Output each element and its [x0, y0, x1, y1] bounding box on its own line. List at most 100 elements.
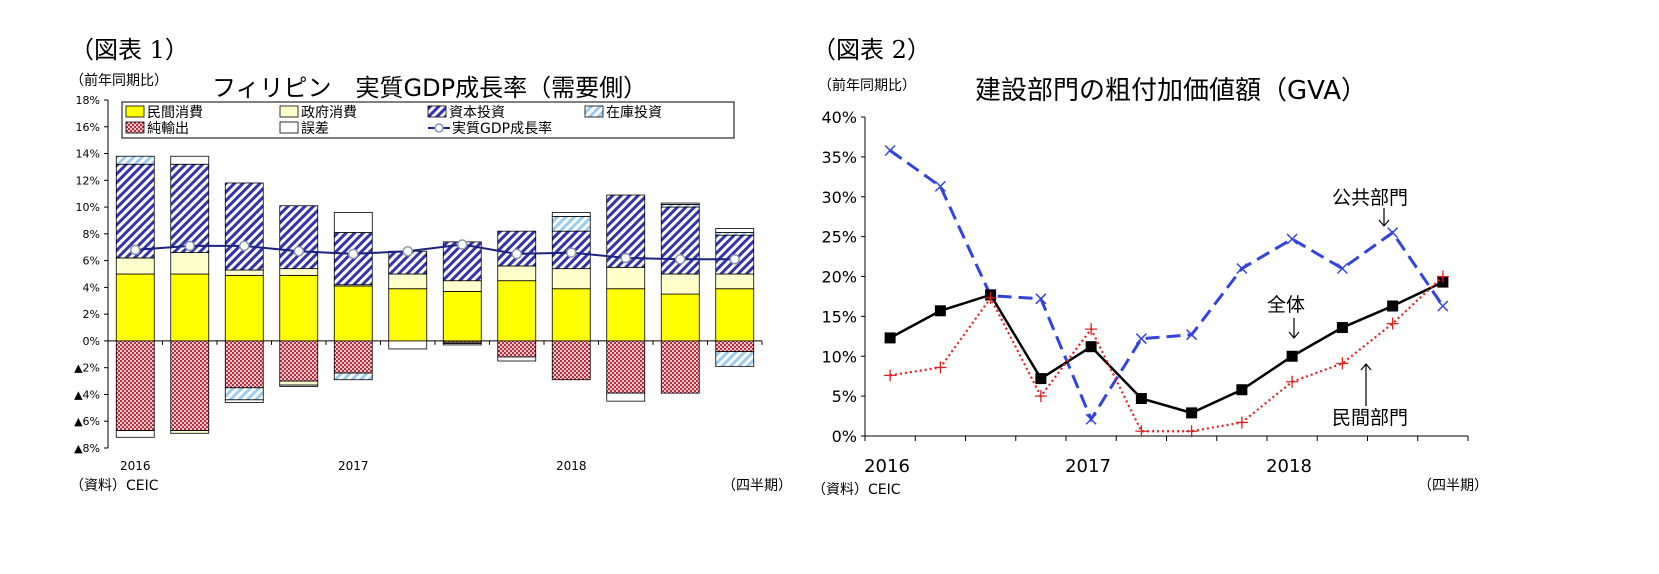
chart2-point-民間部門	[1034, 390, 1047, 403]
chart2-annotation-arrow	[1378, 208, 1390, 227]
chart2-point-全体	[1186, 407, 1198, 419]
chart1-bar-政府消費	[497, 265, 537, 282]
chart1-gdp-point	[184, 240, 195, 252]
chart1-gdp-point	[457, 239, 468, 250]
chart1-title: フィリピン 実質GDP成長率（需要側）	[212, 74, 648, 102]
chart1-bar-純輸出	[551, 340, 591, 381]
chart1-bar-誤差	[715, 228, 755, 233]
chart1-unit-label: （前年同期比）	[70, 73, 168, 89]
chart2-point-公共部門	[884, 144, 896, 157]
chart1-y-tick-label: ▲6%	[74, 415, 100, 428]
chart1-x-tick-label: 2018	[556, 459, 587, 473]
chart2-point-民間部門	[934, 361, 947, 374]
chart1-bar-誤差	[224, 399, 264, 403]
chart2-point-全体	[1286, 350, 1298, 362]
chart2-point-全体	[884, 332, 896, 344]
chart1-legend-swatch	[125, 105, 145, 118]
chart2-point-公共部門	[1186, 329, 1198, 341]
chart1-bar-民間消費	[333, 285, 373, 342]
chart2-point-民間部門	[1185, 425, 1198, 438]
chart1-bar-政府消費	[279, 380, 319, 386]
chart1-bar-誤差	[170, 155, 210, 165]
chart1-gdp-point	[402, 245, 413, 257]
chart1-gdp-point	[566, 247, 577, 258]
chart2-y-tick-label: 5%	[832, 387, 857, 406]
chart1-gdp-point	[348, 248, 359, 260]
chart1-bar-民間消費	[442, 290, 482, 342]
chart2-x-tick-label: 2018	[1266, 456, 1312, 477]
chart1-source: （資料）CEIC	[70, 478, 159, 494]
chart1-period-label: （四半期）	[722, 478, 792, 494]
chart2-point-公共部門	[1085, 413, 1097, 425]
chart2-annotation-arrow	[1288, 318, 1300, 339]
chart1-x-tick-label: 2017	[338, 459, 369, 473]
chart1-legend-line-marker	[434, 123, 444, 133]
chart1-gdp-point	[239, 240, 250, 252]
chart1-y-tick-label: ▲8%	[74, 442, 100, 455]
chart2-line-全体	[889, 280, 1444, 415]
chart1-y-tick-label: ▲4%	[74, 388, 100, 401]
chart2-point-民間部門	[1386, 317, 1399, 330]
chart2-point-公共部門	[1035, 293, 1047, 305]
chart1-bar-資本投資	[170, 163, 210, 253]
chart2-point-全体	[1236, 384, 1248, 396]
chart1-bar-誤差	[497, 356, 537, 362]
chart2-point-民間部門	[1135, 425, 1148, 438]
chart1-bar-民間消費	[660, 293, 700, 342]
chart2-period-label: （四半期）	[1418, 478, 1488, 494]
chart1-bar-民間消費	[224, 274, 264, 342]
chart1-bar-政府消費	[388, 273, 428, 290]
chart1-y-tick-label: 12%	[76, 174, 100, 187]
chart2-x-tick-label: 2016	[864, 456, 910, 477]
chart2-point-公共部門	[1135, 333, 1147, 345]
chart2-x-tick-label: 2017	[1065, 456, 1111, 477]
chart1-bar-純輸出	[279, 340, 319, 382]
chart1-bar-政府消費	[279, 268, 319, 276]
panel-label-1: （図表 1）	[70, 36, 189, 64]
chart1-bar-純輸出	[660, 340, 700, 394]
chart2-annotation-arrow	[1360, 363, 1372, 406]
chart1-bar-政府消費	[442, 280, 482, 292]
chart2-y-tick-label: 20%	[821, 268, 857, 287]
chart1-gdp-point	[130, 244, 141, 256]
chart2-point-全体	[934, 305, 946, 317]
chart1-gdp-point	[675, 254, 686, 265]
chart1-y-tick-label: 4%	[83, 281, 100, 294]
chart1-y-tick-label: 14%	[76, 148, 100, 161]
chart1-x-tick-label: 2016	[120, 459, 151, 473]
chart1-y-tick-label: 8%	[83, 228, 100, 241]
chart1-bar-誤差	[333, 212, 373, 233]
chart1-bar-誤差	[442, 343, 482, 346]
chart1-bar-純輸出	[170, 340, 210, 431]
chart1-legend-swatch	[279, 105, 299, 118]
chart1-gdp-point	[511, 248, 522, 260]
chart2-point-公共部門	[1336, 262, 1348, 275]
chart1-bar-誤差	[660, 202, 700, 205]
chart1-bar-資本投資	[224, 182, 264, 271]
chart1-bar-純輸出	[333, 340, 373, 374]
chart1-bar-誤差	[606, 392, 646, 402]
chart1-bar-政府消費	[606, 266, 646, 290]
chart2-title: 建設部門の粗付加価値額（GVA）	[975, 76, 1368, 106]
chart2-annotation: 民間部門	[1332, 407, 1408, 429]
chart2-y-tick-label: 30%	[821, 188, 857, 207]
chart1-legend-label: 資本投資	[449, 105, 505, 121]
chart1-legend-swatch	[584, 105, 604, 118]
chart1-bar-純輸出	[497, 340, 537, 358]
chart1-bar-資本投資	[279, 205, 319, 270]
chart1-y-tick-label: ▲2%	[74, 362, 100, 375]
chart1-bar-政府消費	[715, 273, 755, 290]
chart1-bar-民間消費	[115, 273, 155, 342]
chart2-point-民間部門	[984, 292, 997, 305]
chart1-bar-民間消費	[606, 288, 646, 342]
chart1-bar-純輸出	[224, 340, 264, 389]
chart1-bar-純輸出	[606, 340, 646, 394]
chart1-bar-誤差	[388, 340, 428, 350]
chart1-bar-政府消費	[551, 268, 591, 290]
chart2-source: （資料）CEIC	[812, 482, 901, 498]
chart2-point-公共部門	[1387, 227, 1399, 239]
chart2-point-民間部門	[1436, 270, 1449, 283]
chart1-bar-民間消費	[279, 274, 319, 342]
chart2-y-tick-label: 0%	[832, 427, 857, 446]
